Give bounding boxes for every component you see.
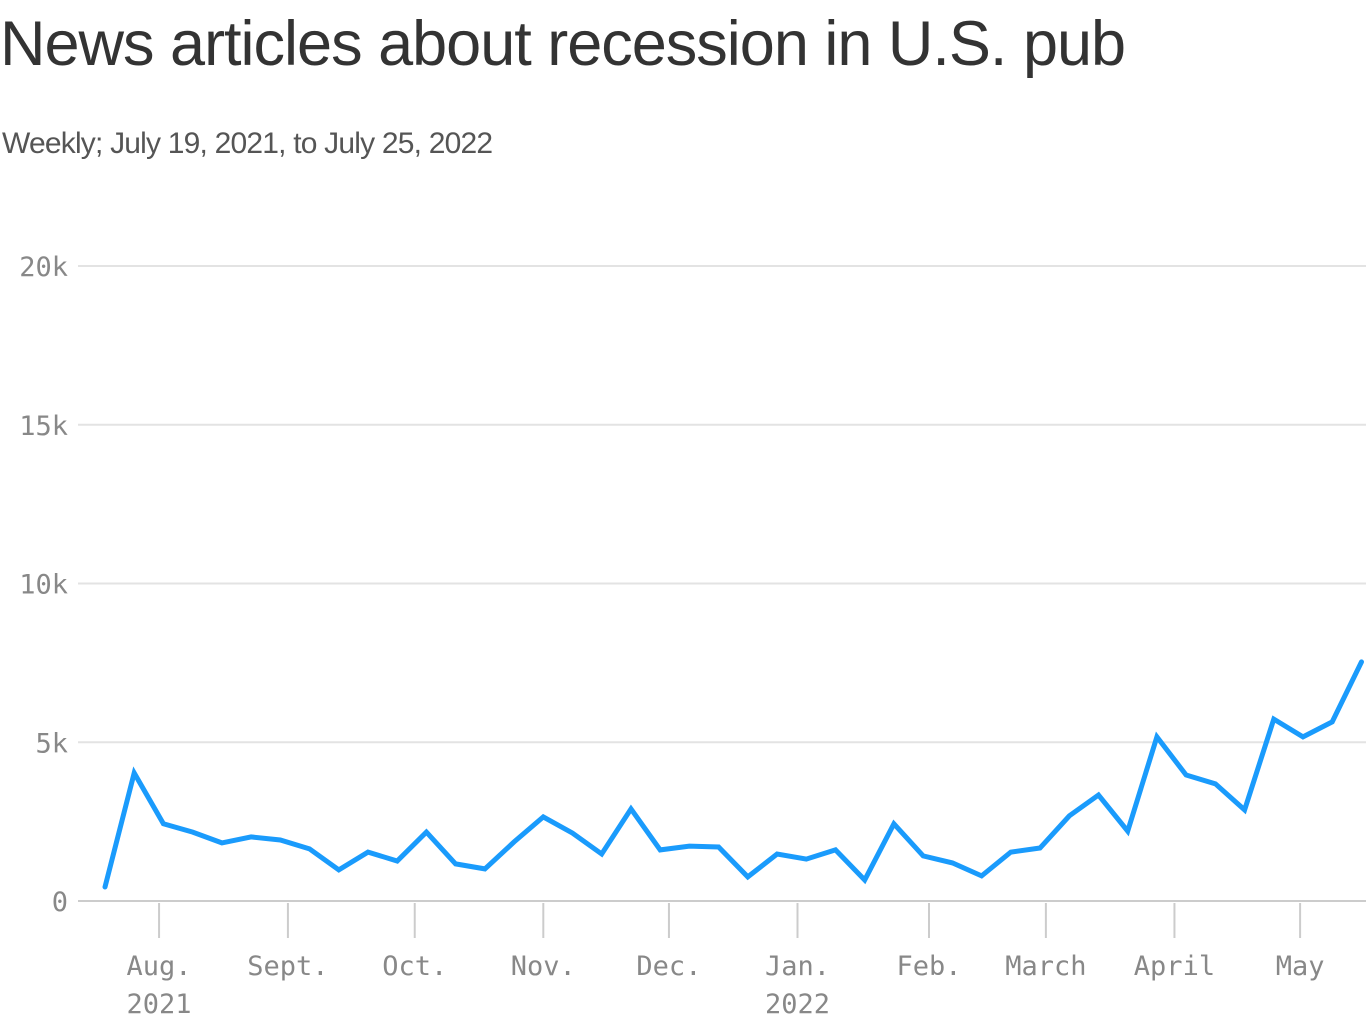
y-tick-label: 0	[52, 887, 68, 918]
x-tick-label: March	[1005, 951, 1086, 982]
series-line	[102, 659, 1364, 890]
x-tick-label: Feb.	[896, 951, 961, 982]
x-tick-label: Oct.	[382, 951, 447, 982]
x-tick-label: Nov.	[511, 951, 576, 982]
x-tick-year-label: 2022	[765, 989, 830, 1020]
x-tick-label: Aug.	[127, 951, 192, 982]
x-tick-label: Jan.	[765, 951, 830, 982]
x-tick-label: Dec.	[636, 951, 701, 982]
x-tick-label: May	[1276, 951, 1325, 982]
x-tick-year-label: 2021	[127, 989, 192, 1020]
y-tick-label: 20k	[19, 252, 68, 283]
x-tick-label: Sept.	[247, 951, 328, 982]
y-tick-label: 5k	[35, 728, 68, 759]
x-tick-label: April	[1134, 951, 1215, 982]
y-tick-label: 10k	[19, 570, 68, 601]
chart-subtitle: Weekly; July 19, 2021, to July 25, 2022	[2, 127, 493, 160]
y-tick-label: 15k	[19, 411, 68, 442]
chart-title: News articles about recession in U.S. pu…	[0, 9, 1126, 79]
